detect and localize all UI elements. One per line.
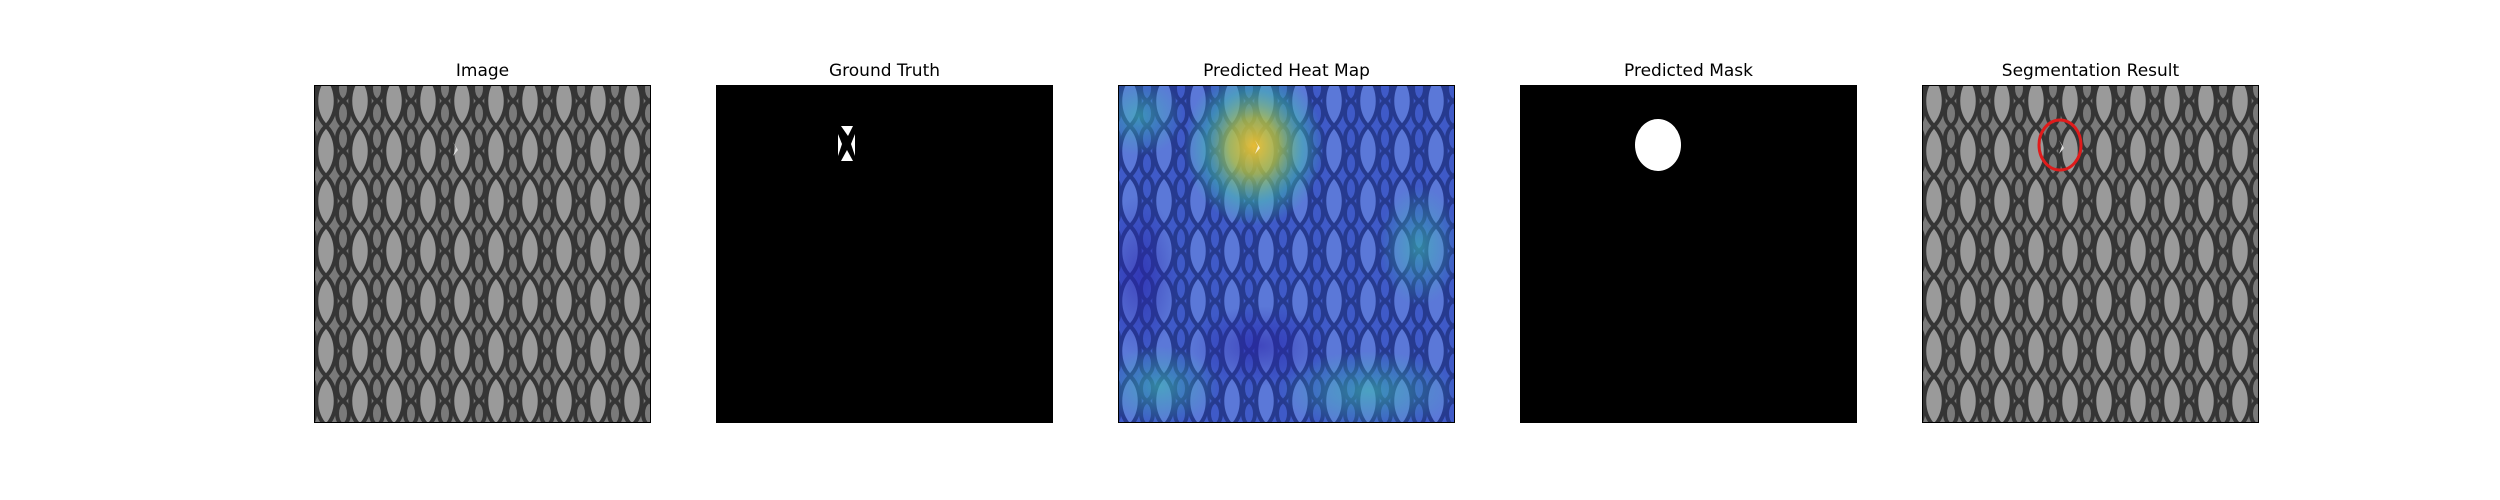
heat-map [1119, 86, 1454, 422]
ground-truth-frame [716, 85, 1053, 423]
segmentation-result [1923, 86, 2258, 422]
predicted-mask-frame [1520, 85, 1857, 423]
segmentation-frame [1922, 85, 2259, 423]
ground-truth-mask [717, 86, 1052, 422]
panel-title-image: Image [455, 61, 510, 81]
image-frame [314, 85, 651, 423]
gt-region-top [841, 126, 853, 136]
heat-map-frame [1118, 85, 1455, 423]
panel-heat-map: Predicted Heat Map [1118, 0, 1455, 500]
gt-region-right [851, 134, 855, 156]
panel-image: Image [314, 0, 651, 500]
heat-hotspot [1184, 86, 1324, 226]
panel-predicted-mask: Predicted Mask [1520, 0, 1857, 500]
panel-segmentation-result: Segmentation Result [1922, 0, 2259, 500]
defect-mark [453, 142, 458, 156]
input-image [315, 86, 650, 422]
panel-title-heat-map: Predicted Heat Map [1203, 61, 1370, 81]
panel-title-predicted-mask: Predicted Mask [1624, 61, 1753, 81]
segmentation-contour [2037, 118, 2083, 172]
mask-region [1635, 119, 1681, 171]
panel-title-segmentation-result: Segmentation Result [2001, 61, 2180, 81]
panel-title-ground-truth: Ground Truth [828, 61, 941, 81]
gt-region-left [838, 134, 842, 156]
predicted-mask [1521, 86, 1856, 422]
gt-region-bottom [841, 150, 853, 161]
panel-ground-truth: Ground Truth [716, 0, 1053, 500]
